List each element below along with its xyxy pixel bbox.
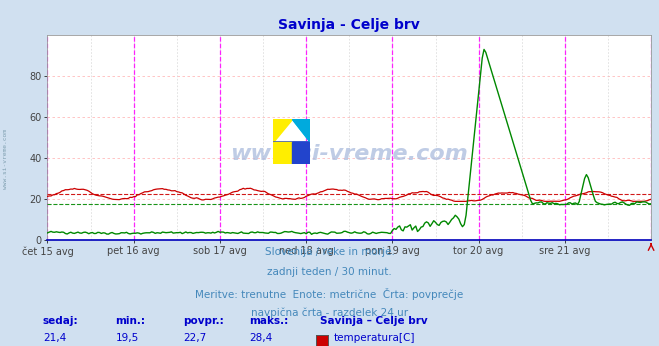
Text: 22,7: 22,7 [183,333,206,343]
Polygon shape [273,142,291,164]
Text: Slovenija / reke in morje.: Slovenija / reke in morje. [264,247,395,257]
Text: zadnji teden / 30 minut.: zadnji teden / 30 minut. [267,267,392,277]
Polygon shape [273,142,310,164]
Text: sedaj:: sedaj: [43,316,78,326]
Text: maks.:: maks.: [249,316,289,326]
Text: 19,5: 19,5 [115,333,138,343]
Text: 28,4: 28,4 [249,333,272,343]
Polygon shape [291,119,310,142]
Text: Savinja – Celje brv: Savinja – Celje brv [320,316,427,326]
Polygon shape [291,142,310,164]
Text: www.si-vreme.com: www.si-vreme.com [3,129,8,189]
Polygon shape [273,119,291,142]
Polygon shape [291,119,310,142]
Text: www.si-vreme.com: www.si-vreme.com [231,144,468,164]
Text: 21,4: 21,4 [43,333,66,343]
Text: povpr.:: povpr.: [183,316,224,326]
Title: Savinja - Celje brv: Savinja - Celje brv [278,18,420,32]
Text: navpična črta - razdelek 24 ur: navpična črta - razdelek 24 ur [251,308,408,318]
Text: min.:: min.: [115,316,146,326]
Text: Meritve: trenutne  Enote: metrične  Črta: povprečje: Meritve: trenutne Enote: metrične Črta: … [195,288,464,300]
Text: temperatura[C]: temperatura[C] [334,333,416,343]
